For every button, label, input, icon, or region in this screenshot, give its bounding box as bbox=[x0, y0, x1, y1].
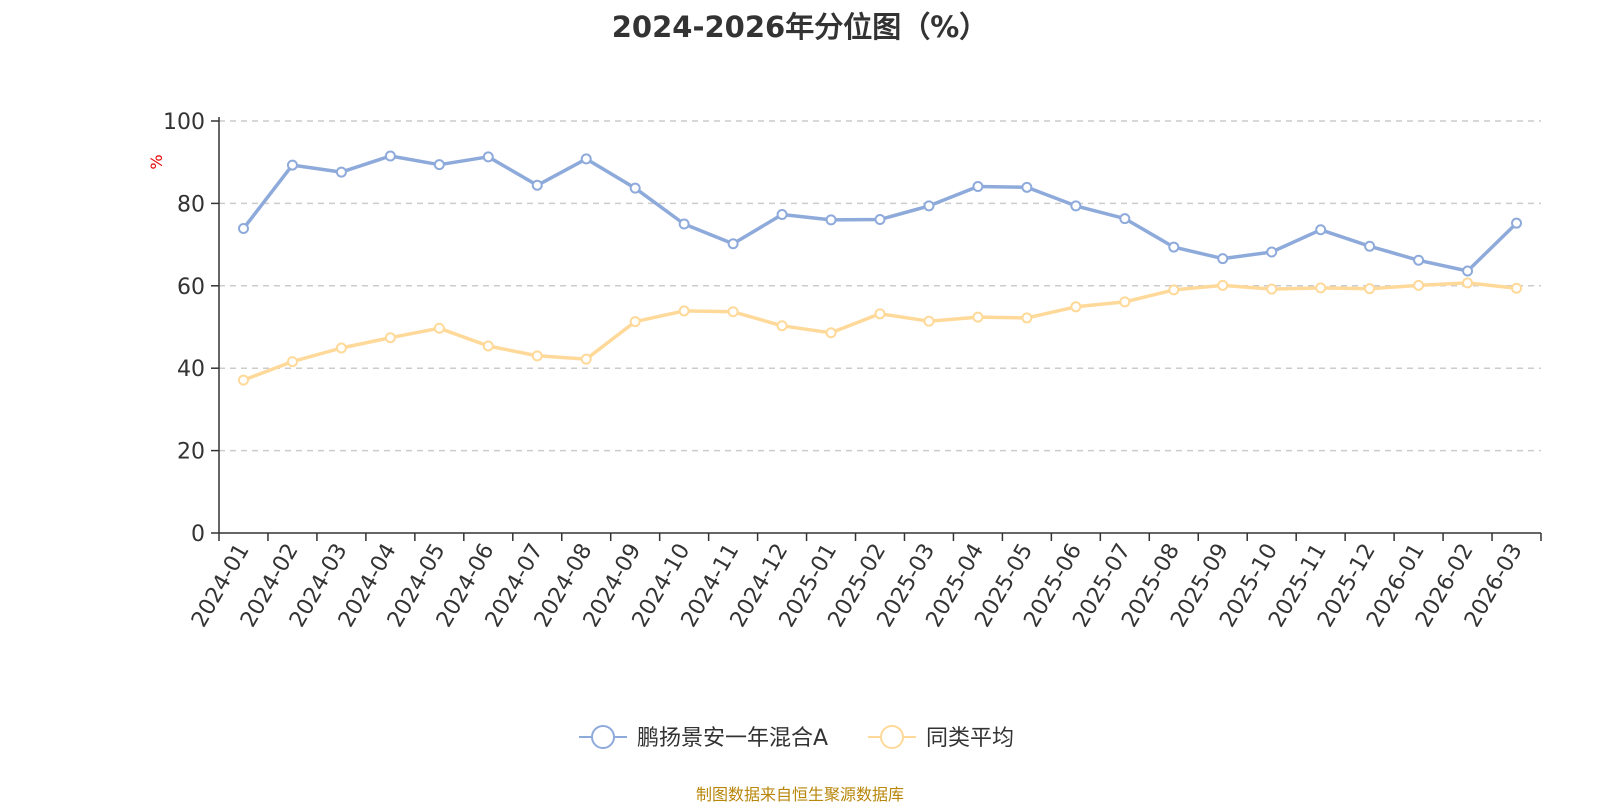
data-point[interactable] bbox=[1168, 241, 1180, 253]
data-point[interactable] bbox=[1315, 224, 1327, 236]
legend-label: 鹏扬景安一年混合A bbox=[637, 726, 828, 751]
data-point[interactable] bbox=[1413, 254, 1425, 266]
data-point[interactable] bbox=[1119, 213, 1131, 225]
data-point[interactable] bbox=[1266, 283, 1278, 295]
data-point[interactable] bbox=[1462, 265, 1474, 277]
data-point[interactable] bbox=[1315, 282, 1327, 294]
series-line bbox=[242, 281, 1517, 382]
data-point[interactable] bbox=[384, 332, 396, 344]
data-point[interactable] bbox=[1364, 240, 1376, 252]
data-point[interactable] bbox=[237, 223, 249, 235]
data-point[interactable] bbox=[825, 327, 837, 339]
data-point[interactable] bbox=[874, 213, 886, 225]
data-point[interactable] bbox=[678, 305, 690, 317]
series-lines bbox=[237, 150, 1523, 386]
data-point[interactable] bbox=[1021, 181, 1033, 193]
data-point[interactable] bbox=[580, 153, 592, 165]
data-point[interactable] bbox=[727, 238, 739, 250]
data-point[interactable] bbox=[972, 311, 984, 323]
y-tick-label: 20 bbox=[177, 440, 205, 465]
data-point[interactable] bbox=[1217, 253, 1229, 265]
data-point[interactable] bbox=[482, 151, 494, 163]
data-point[interactable] bbox=[629, 182, 641, 194]
data-point[interactable] bbox=[1217, 279, 1229, 291]
data-point[interactable] bbox=[874, 308, 886, 320]
legend-item-1[interactable]: 鹏扬景安一年混合A bbox=[579, 725, 828, 751]
data-point[interactable] bbox=[825, 214, 837, 226]
gridlines bbox=[219, 120, 1541, 452]
y-tick-label: 0 bbox=[191, 522, 205, 547]
chart-title: 2024-2026年分位图（%） bbox=[611, 10, 989, 44]
data-point[interactable] bbox=[286, 356, 298, 368]
data-point[interactable] bbox=[923, 315, 935, 327]
data-point[interactable] bbox=[1168, 284, 1180, 296]
y-axis-label: % bbox=[147, 154, 166, 169]
y-tick-label: 80 bbox=[177, 192, 205, 217]
data-point[interactable] bbox=[1266, 246, 1278, 258]
data-point[interactable] bbox=[335, 342, 347, 354]
data-point[interactable] bbox=[1364, 283, 1376, 295]
data-point[interactable] bbox=[1511, 217, 1523, 229]
data-point[interactable] bbox=[531, 350, 543, 362]
data-point[interactable] bbox=[237, 374, 249, 386]
data-point[interactable] bbox=[923, 200, 935, 212]
data-point[interactable] bbox=[384, 150, 396, 162]
data-point[interactable] bbox=[433, 322, 445, 334]
data-point[interactable] bbox=[286, 159, 298, 171]
series-1 bbox=[237, 150, 1523, 277]
legend[interactable]: 鹏扬景安一年混合A 同类平均 bbox=[579, 725, 1014, 751]
data-point[interactable] bbox=[580, 353, 592, 365]
data-point[interactable] bbox=[433, 159, 445, 171]
y-tick-label: 40 bbox=[177, 357, 205, 382]
data-point[interactable] bbox=[776, 209, 788, 221]
legend-marker bbox=[880, 725, 904, 749]
series-line bbox=[242, 154, 1518, 273]
data-point[interactable] bbox=[335, 166, 347, 178]
legend-marker bbox=[591, 725, 615, 749]
data-point[interactable] bbox=[1462, 277, 1474, 289]
data-point[interactable] bbox=[1070, 200, 1082, 212]
data-point[interactable] bbox=[727, 306, 739, 318]
data-point[interactable] bbox=[1070, 301, 1082, 313]
legend-label: 同类平均 bbox=[926, 726, 1014, 751]
data-point[interactable] bbox=[1511, 282, 1523, 294]
data-point[interactable] bbox=[482, 340, 494, 352]
y-tick-label: 60 bbox=[177, 275, 205, 300]
data-point[interactable] bbox=[1119, 296, 1131, 308]
data-point[interactable] bbox=[678, 218, 690, 230]
data-point[interactable] bbox=[1021, 312, 1033, 324]
series-2 bbox=[237, 277, 1523, 386]
data-point[interactable] bbox=[629, 316, 641, 328]
data-point[interactable] bbox=[776, 320, 788, 332]
source-note: 制图数据来自恒生聚源数据库 bbox=[695, 785, 904, 804]
axes: 0204060801002024-012024-022024-032024-04… bbox=[163, 110, 1542, 632]
legend-item-2[interactable]: 同类平均 bbox=[868, 725, 1014, 751]
y-tick-label: 100 bbox=[163, 110, 205, 135]
data-point[interactable] bbox=[972, 181, 984, 193]
data-point[interactable] bbox=[1413, 279, 1425, 291]
data-point[interactable] bbox=[531, 179, 543, 191]
